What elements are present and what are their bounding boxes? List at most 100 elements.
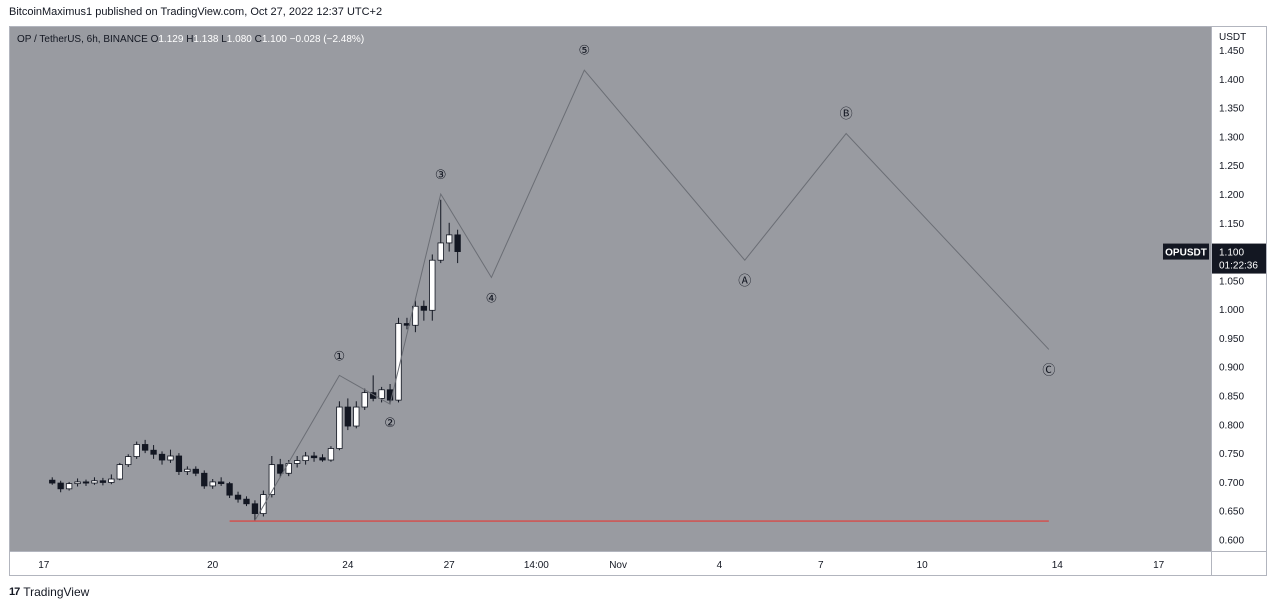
- candle: [65, 481, 73, 491]
- price-tag-name-bg: [1163, 243, 1209, 260]
- candle-body: [344, 406, 351, 427]
- candle-body: [184, 468, 191, 472]
- wave-label: Ⓒ: [1042, 363, 1055, 378]
- candle-body: [285, 463, 292, 474]
- legend-high: 1.138: [193, 34, 218, 45]
- candle: [294, 455, 301, 468]
- price-tag-symbol: OPUSDT: [1165, 248, 1207, 259]
- candle: [150, 445, 157, 459]
- candle-body: [133, 444, 140, 457]
- candle: [234, 491, 242, 503]
- candle: [353, 401, 360, 429]
- candle: [420, 300, 427, 321]
- candle-body: [243, 498, 250, 505]
- candle: [370, 375, 377, 402]
- candle-body: [167, 455, 174, 461]
- candle-body: [353, 406, 360, 427]
- candle-body: [268, 464, 275, 495]
- candle-body: [361, 392, 368, 408]
- candle: [108, 474, 115, 485]
- x-tick-label: 24: [342, 560, 354, 571]
- plot-area[interactable]: [10, 27, 1211, 551]
- x-tick-label: Nov: [609, 560, 627, 571]
- candle-body: [294, 460, 301, 464]
- y-tick-label: 0.950: [1219, 334, 1244, 345]
- price-tag-value: 1.100: [1219, 248, 1244, 259]
- candle-body: [251, 503, 259, 514]
- candle: [260, 490, 267, 517]
- candle-body: [82, 481, 90, 484]
- candle-body: [125, 456, 132, 466]
- candle: [344, 398, 351, 431]
- wave-label: ③: [435, 168, 447, 183]
- x-tick-label: 7: [818, 560, 824, 571]
- wave-layer: ① ② ③ ④ ⑤ Ⓐ Ⓑ Ⓒ: [229, 44, 1055, 522]
- price-tag-countdown: 01:22:36: [1219, 261, 1258, 272]
- wave-label: ④: [486, 291, 498, 306]
- candle: [91, 477, 98, 485]
- legend-low: 1.080: [227, 34, 252, 45]
- candle: [251, 500, 259, 521]
- y-axis-unit: USDT: [1219, 32, 1246, 43]
- candle-body: [74, 481, 81, 485]
- candle-body: [420, 305, 427, 311]
- x-tick-label: 14: [1052, 560, 1064, 571]
- candle: [395, 317, 402, 403]
- candle: [158, 451, 166, 465]
- legend-open: 1.129: [158, 34, 183, 45]
- candle-body: [260, 494, 267, 514]
- chart-frame[interactable]: ① ② ③ ④ ⑤ Ⓐ Ⓑ Ⓒ USDT 1.450 1.400 1.350 1.300 1.250 1.…: [9, 26, 1267, 576]
- candle: [277, 458, 284, 478]
- x-tick-label: 27: [444, 560, 456, 571]
- candle: [49, 477, 56, 485]
- y-tick-label: 0.850: [1219, 392, 1244, 403]
- x-axis[interactable]: 17 20 24 27 14:00 Nov 4 7 10 14 17: [38, 560, 1164, 571]
- candle-body: [437, 242, 444, 261]
- candle-body: [108, 478, 115, 483]
- candle: [74, 478, 81, 487]
- candle-body: [319, 457, 326, 461]
- wave-label: Ⓐ: [738, 274, 751, 289]
- y-tick-label: 1.300: [1219, 132, 1244, 143]
- x-tick-label: 14:00: [524, 560, 549, 571]
- y-tick-label: 0.900: [1219, 363, 1244, 374]
- candle: [125, 454, 132, 467]
- tradingview-logo-icon: 17: [9, 586, 20, 598]
- y-tick-label: 1.000: [1219, 305, 1244, 316]
- candle-body: [201, 472, 208, 487]
- price-tag-value-bg: [1212, 243, 1266, 274]
- legend-high-label: H: [186, 34, 193, 45]
- candle-body: [395, 323, 402, 401]
- candle-body: [277, 464, 284, 474]
- candle-body: [336, 406, 343, 449]
- candle-body: [412, 305, 419, 326]
- candle: [201, 470, 208, 489]
- candle: [57, 480, 64, 493]
- y-tick-label: 0.650: [1219, 507, 1244, 518]
- x-tick-label: 20: [207, 560, 219, 571]
- candle: [82, 479, 90, 486]
- price-chart[interactable]: ① ② ③ ④ ⑤ Ⓐ Ⓑ Ⓒ USDT 1.450 1.400 1.350 1.300 1.250 1.…: [10, 27, 1266, 575]
- wave-label: ⑤: [578, 44, 590, 59]
- y-tick-label: 1.450: [1219, 46, 1244, 57]
- y-axis[interactable]: USDT 1.450 1.400 1.350 1.300 1.250 1.200 1.150 1…: [1219, 32, 1246, 546]
- footer-brand: TradingView: [23, 585, 90, 599]
- x-tick-label: 17: [38, 560, 50, 571]
- legend-separator: ,: [98, 34, 104, 45]
- candle-body: [302, 455, 309, 461]
- y-tick-label: 0.700: [1219, 478, 1244, 489]
- footer: 17 TradingView: [9, 585, 89, 599]
- y-tick-label: 1.400: [1219, 75, 1244, 86]
- candle-body: [150, 449, 157, 455]
- candle: [116, 462, 123, 481]
- candle: [361, 388, 368, 410]
- candle: [99, 477, 107, 486]
- candle-body: [91, 480, 98, 484]
- y-tick-label: 1.250: [1219, 161, 1244, 172]
- y-tick-label: 1.350: [1219, 104, 1244, 115]
- candle: [217, 477, 225, 486]
- candle-body: [217, 481, 225, 485]
- y-tick-label: 0.600: [1219, 535, 1244, 546]
- wave-label: ①: [334, 349, 346, 364]
- candle: [429, 254, 436, 321]
